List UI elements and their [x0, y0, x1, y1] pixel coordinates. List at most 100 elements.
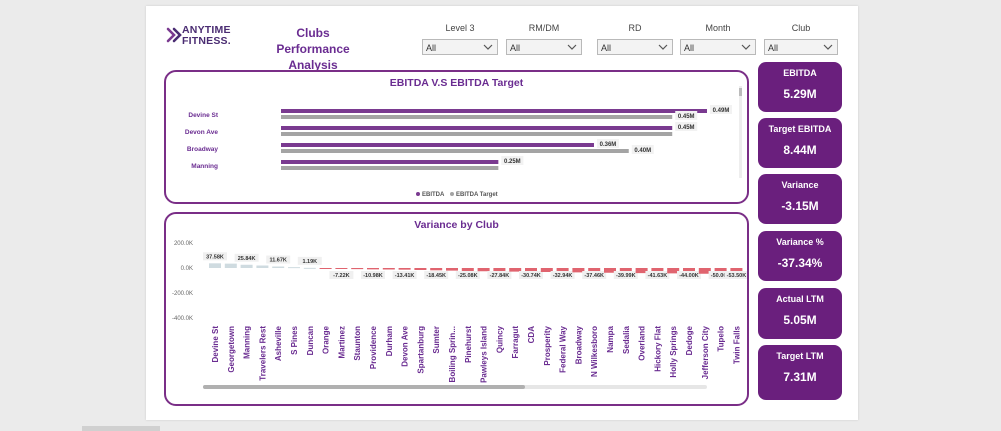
data-label: 0.49M — [713, 108, 730, 114]
data-label-bg — [203, 252, 227, 261]
filter-label: RD — [628, 23, 642, 33]
filter-label: Level 3 — [445, 23, 475, 33]
kpi-actual-ltm: Actual LTM 5.05M — [758, 288, 842, 339]
variance-chart-panel: Variance by Club 200.0K 0.0K -200.0K -400.0… — [164, 212, 749, 406]
x-tick-label: Sumter — [432, 326, 441, 354]
legend-marker — [416, 192, 420, 196]
legend-entry: EBITDA Target — [456, 192, 498, 198]
scrollbar-thumb[interactable] — [739, 88, 742, 96]
variance-chart-scrollbar[interactable] — [203, 385, 707, 389]
x-tick-label: Tupelo — [717, 326, 726, 352]
variance-bar — [335, 268, 348, 269]
dropdown-value: All — [510, 43, 521, 53]
kpi-target-ebitda: Target EBITDA 8.44M — [758, 118, 842, 168]
kpi-value: -3.15M — [781, 199, 819, 213]
data-label: -53.50K — [727, 273, 747, 279]
variance-bar — [398, 268, 411, 270]
x-tick-label: Devon Ave — [401, 325, 410, 366]
kpi-variance-percent: Variance % -37.34% — [758, 231, 842, 281]
data-label: -32.94K — [553, 273, 573, 279]
rd-dropdown[interactable]: All — [597, 39, 673, 55]
x-tick-label: Duncan — [306, 326, 315, 355]
data-label: -7.22K — [333, 273, 350, 279]
ebitda-chart-scrollbar[interactable] — [739, 86, 742, 178]
variance-bar — [588, 268, 601, 273]
ebitda-bar — [281, 143, 594, 147]
month-dropdown[interactable]: All — [680, 39, 756, 55]
dropdown-value: All — [768, 43, 779, 53]
filter-level3: Level 3 All — [422, 23, 498, 55]
kpi-label: Variance — [781, 180, 819, 190]
data-label: 0.40M — [634, 148, 651, 154]
y-tick-label: -200.0K — [172, 291, 193, 297]
dropdown-value: All — [601, 43, 612, 53]
chevron-down-icon — [567, 44, 577, 50]
filter-label: Club — [791, 23, 811, 33]
club-dropdown[interactable]: All — [764, 39, 838, 55]
variance-bar — [351, 268, 364, 270]
x-tick-label: S Pines — [290, 325, 299, 354]
x-tick-label: CDA — [527, 326, 536, 344]
x-tick-label: Durham — [385, 326, 394, 356]
data-label-bg — [424, 271, 449, 279]
variance-chart-title: Variance by Club — [414, 219, 499, 231]
filter-rd: RD All — [597, 23, 673, 55]
variance-bar — [446, 268, 458, 271]
data-label: 25.84K — [238, 256, 256, 262]
x-tick-label: Sedalia — [622, 325, 631, 354]
target-bar — [281, 149, 629, 153]
data-label-bg — [708, 271, 733, 279]
x-tick-label: Broadway — [574, 325, 583, 364]
variance-bar — [540, 268, 553, 272]
ebitda-chart-title: EBITDA V.S EBITDA Target — [389, 77, 524, 89]
data-label: -18.45K — [426, 273, 446, 279]
data-label: -13.41K — [395, 273, 415, 279]
data-label: -25.08K — [458, 273, 478, 279]
category-label: Manning — [191, 163, 218, 170]
data-label: -37.46K — [584, 273, 604, 279]
x-tick-label: Devine St — [211, 326, 220, 363]
variance-bar — [572, 268, 585, 273]
title-line-2: Analysis — [288, 58, 338, 72]
data-label-bg — [487, 271, 512, 279]
filter-label: RM/DM — [528, 23, 560, 33]
ebitda-chart: Devine St 0.49M 0.45M Devon Ave 0.45M Broadwa… — [185, 105, 732, 198]
x-tick-label: Georgetown — [227, 326, 236, 373]
kpi-ebitda: EBITDA 5.29M — [758, 62, 842, 112]
x-tick-label: Boiling Sprin... — [448, 326, 457, 382]
data-label-bg — [675, 111, 698, 120]
data-label: 37.58K — [206, 254, 224, 260]
running-man-logo-icon — [166, 27, 182, 43]
data-label-bg — [631, 145, 654, 154]
data-label: -27.84K — [490, 273, 510, 279]
x-tick-label: N Wilkesboro — [590, 326, 599, 377]
kpi-variance: Variance -3.15M — [758, 174, 842, 224]
data-label: -30.74K — [521, 273, 541, 279]
variance-bar — [209, 263, 221, 268]
x-tick-label: Travelers Rest — [258, 326, 267, 381]
ebitda-bar — [281, 126, 673, 130]
chevron-down-icon — [483, 44, 493, 50]
level3-dropdown[interactable]: All — [422, 39, 498, 55]
title-line-1: Clubs Performance — [276, 26, 350, 56]
chevron-down-icon — [658, 44, 668, 50]
filter-rmdm: RM/DM All — [506, 23, 582, 55]
y-tick-label: 0.0K — [181, 266, 193, 272]
x-tick-label: Providence — [369, 325, 378, 369]
data-label: -41.63K — [648, 273, 668, 279]
x-tick-label: Staunton — [353, 326, 362, 361]
report-page: ANYTIME FITNESS. Clubs Performance Analy… — [146, 6, 858, 420]
variance-bar — [430, 268, 443, 271]
variance-bar — [367, 268, 379, 270]
variance-bar — [224, 263, 237, 268]
variance-bar — [525, 268, 537, 272]
data-label-bg — [266, 255, 291, 264]
x-tick-label: Dedoge — [685, 325, 694, 355]
data-label-bg — [297, 256, 322, 265]
kpi-value: 7.31M — [783, 370, 817, 384]
legend-entry: EBITDA — [422, 192, 445, 198]
scrollbar-thumb[interactable] — [203, 385, 525, 389]
kpi-value: 8.44M — [783, 143, 817, 157]
rmdm-dropdown[interactable]: All — [506, 39, 582, 55]
variance-bar — [556, 268, 569, 273]
